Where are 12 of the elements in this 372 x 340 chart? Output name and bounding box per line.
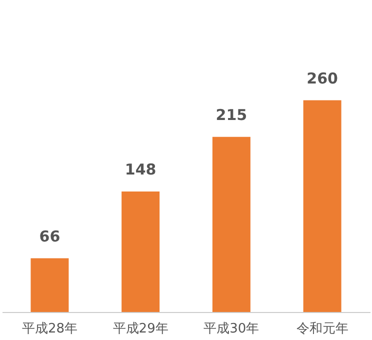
data-label: 215 <box>216 106 248 124</box>
data-label: 148 <box>124 160 156 178</box>
x-tick-label: 平成30年 <box>204 322 260 336</box>
bar <box>30 258 69 312</box>
x-tick-label: 令和元年 <box>296 322 348 336</box>
bar <box>122 191 160 312</box>
data-label: 260 <box>306 69 338 88</box>
data-label: 66 <box>39 227 60 246</box>
bar <box>303 100 342 312</box>
bar <box>212 136 250 312</box>
x-tick-label: 平成29年 <box>112 322 168 336</box>
x-tick-label: 平成28年 <box>22 322 78 336</box>
